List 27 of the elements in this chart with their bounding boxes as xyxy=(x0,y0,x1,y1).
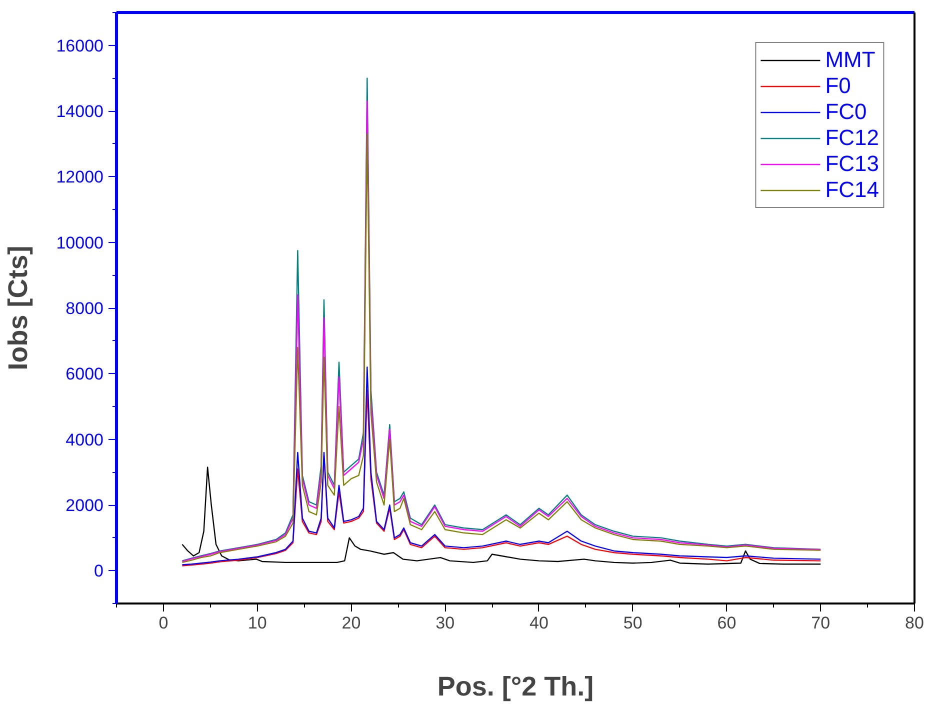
legend-label: FC14 xyxy=(825,177,879,203)
x-tick-label: 50 xyxy=(623,614,642,632)
legend-label: FC12 xyxy=(825,125,879,151)
x-tick-label: 0 xyxy=(158,614,168,632)
x-tick-label: 40 xyxy=(530,614,548,632)
legend-label: MMT xyxy=(825,47,876,73)
y-axis-title: Iobs [Cts] xyxy=(3,246,34,370)
x-axis-title: Pos. [°2 Th.] xyxy=(437,672,594,702)
y-tick-label: 8000 xyxy=(66,299,104,318)
y-tick-label: 14000 xyxy=(56,102,104,121)
legend-label: FC13 xyxy=(825,151,879,177)
x-tick-label: 20 xyxy=(342,614,361,632)
legend-label: FC0 xyxy=(825,99,867,125)
y-tick-label: 6000 xyxy=(66,364,104,384)
line-series xyxy=(182,466,822,565)
x-tick-label: 10 xyxy=(248,614,267,632)
x-tick-label: 70 xyxy=(811,614,830,632)
legend-label: F0 xyxy=(825,73,851,99)
y-tick-label: 4000 xyxy=(66,430,104,450)
x-tick-label: 80 xyxy=(905,614,924,632)
y-tick-label: 16000 xyxy=(56,36,104,56)
x-tick-label: 30 xyxy=(436,614,455,632)
x-tick-label: 60 xyxy=(717,614,736,632)
y-tick-label: 10000 xyxy=(56,233,104,252)
y-tick-label: 2000 xyxy=(66,496,104,515)
y-tick-label: 12000 xyxy=(56,168,104,187)
y-tick-label: 0 xyxy=(94,562,104,581)
